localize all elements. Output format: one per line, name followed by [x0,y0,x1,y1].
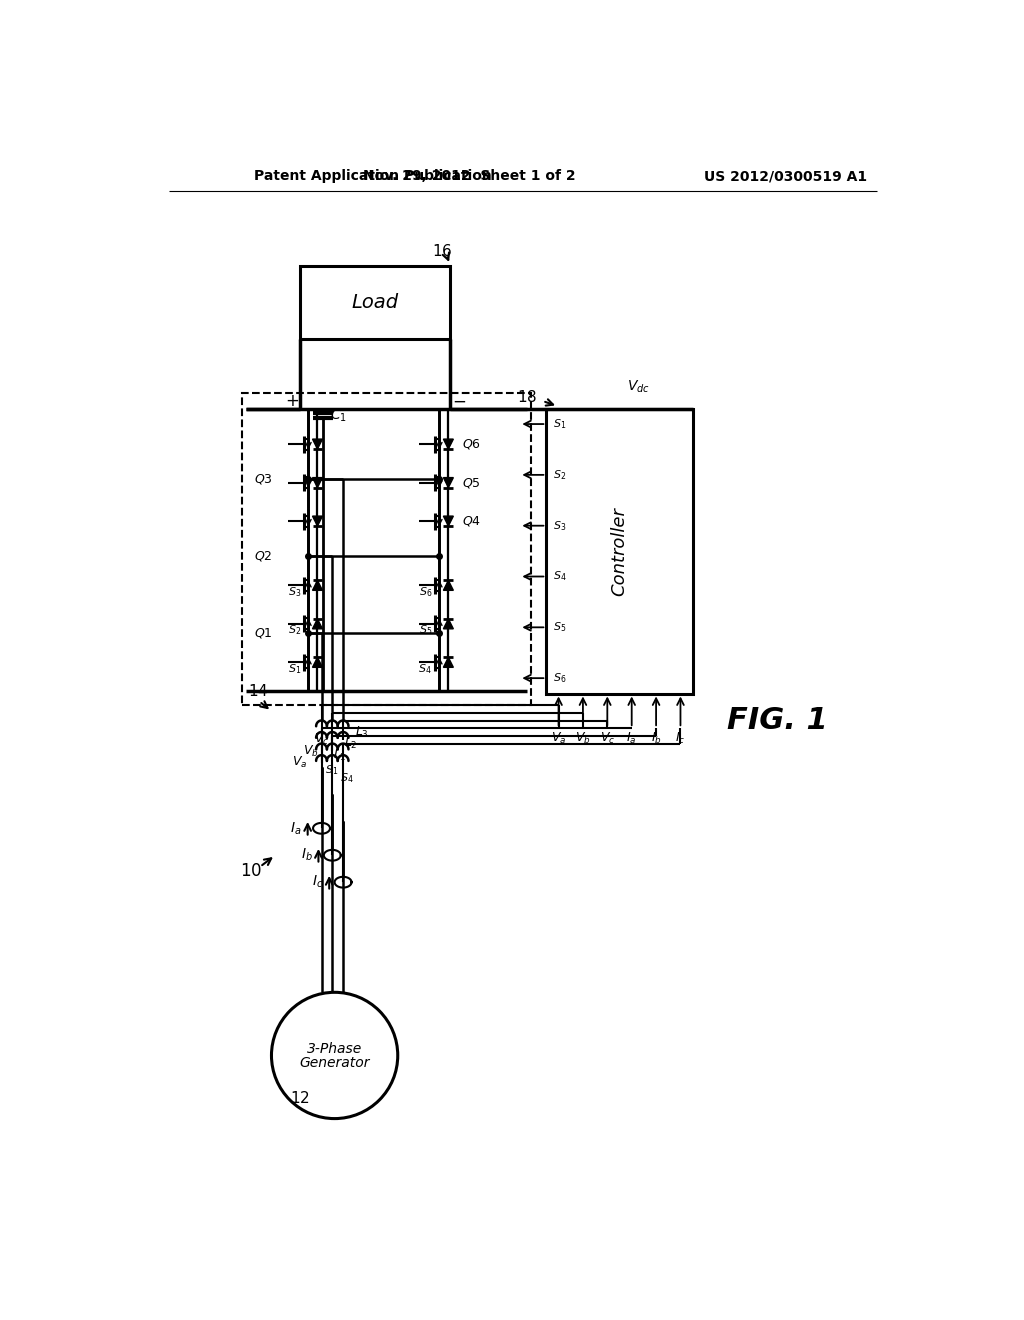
Text: Nov. 29, 2012  Sheet 1 of 2: Nov. 29, 2012 Sheet 1 of 2 [364,169,575,183]
Text: $S_6$: $S_6$ [553,672,566,685]
Bar [243,393,531,705]
Text: FIG. 1: FIG. 1 [727,706,827,735]
Text: $14$: $14$ [249,684,269,700]
Text: $V_a$: $V_a$ [292,755,307,771]
Text: $V_b$: $V_b$ [575,731,591,746]
Text: $Q5$: $Q5$ [462,475,480,490]
Polygon shape [312,440,323,449]
Text: US 2012/0300519 A1: US 2012/0300519 A1 [705,169,867,183]
Text: $C_1$: $C_1$ [330,408,347,424]
Text: $-$: $-$ [453,392,466,411]
Text: Patent Application Publication: Patent Application Publication [254,169,492,183]
Polygon shape [443,516,454,527]
Polygon shape [443,581,454,590]
Text: Controller: Controller [610,507,629,595]
Text: $V_a$: $V_a$ [551,731,566,746]
Polygon shape [312,581,323,590]
Text: $L_2$: $L_2$ [344,737,357,751]
Text: $S_{4}$: $S_{4}$ [340,771,353,785]
Bar [300,267,451,339]
Text: $V_c$: $V_c$ [314,733,330,747]
Polygon shape [443,619,454,628]
Text: $V_c$: $V_c$ [600,731,615,746]
Polygon shape [312,619,323,628]
Text: $S_6$: $S_6$ [419,585,432,599]
Text: $Q3$: $Q3$ [254,473,272,487]
Polygon shape [312,657,323,668]
Text: $Q1$: $Q1$ [254,627,272,640]
Text: $I_c$: $I_c$ [675,731,686,746]
Text: Generator: Generator [299,1056,370,1071]
Text: $12$: $12$ [290,1090,310,1106]
Text: $Q2$: $Q2$ [254,549,272,564]
Text: $S_2$: $S_2$ [553,469,565,482]
Text: $S_2$: $S_2$ [288,623,301,638]
Bar [547,409,692,693]
Text: $L_3$: $L_3$ [354,725,369,739]
Text: $10$: $10$ [241,862,262,879]
Circle shape [271,993,397,1118]
Text: $Q6$: $Q6$ [462,437,481,451]
Text: $Q4$: $Q4$ [462,513,481,528]
Text: $V_{dc}$: $V_{dc}$ [628,379,650,395]
Text: $I_b$: $I_b$ [301,847,312,863]
Text: $S_5$: $S_5$ [419,623,432,638]
Text: $S_4$: $S_4$ [419,663,432,676]
Polygon shape [443,440,454,449]
Polygon shape [312,478,323,487]
Text: $16$: $16$ [432,243,453,259]
Text: $L_1$: $L_1$ [333,747,347,763]
Text: $I_b$: $I_b$ [650,731,662,746]
Text: $I_c$: $I_c$ [312,874,324,891]
Text: $S_3$: $S_3$ [288,585,301,599]
Text: $18$: $18$ [517,389,538,405]
Text: 3-Phase: 3-Phase [307,1043,362,1056]
Polygon shape [443,657,454,668]
Text: $S_1$: $S_1$ [326,764,339,777]
Text: $+$: $+$ [286,392,299,411]
Text: $S_4$: $S_4$ [553,570,566,583]
Text: $V_b$: $V_b$ [303,743,318,759]
Text: $S_3$: $S_3$ [553,519,566,532]
Text: $S_5$: $S_5$ [553,620,566,634]
Text: $I_a$: $I_a$ [291,820,302,837]
Polygon shape [312,516,323,527]
Text: $S_1$: $S_1$ [553,417,566,430]
Text: $I_a$: $I_a$ [627,731,637,746]
Polygon shape [443,478,454,487]
Text: Load: Load [351,293,398,313]
Text: $S_1$: $S_1$ [288,663,301,676]
